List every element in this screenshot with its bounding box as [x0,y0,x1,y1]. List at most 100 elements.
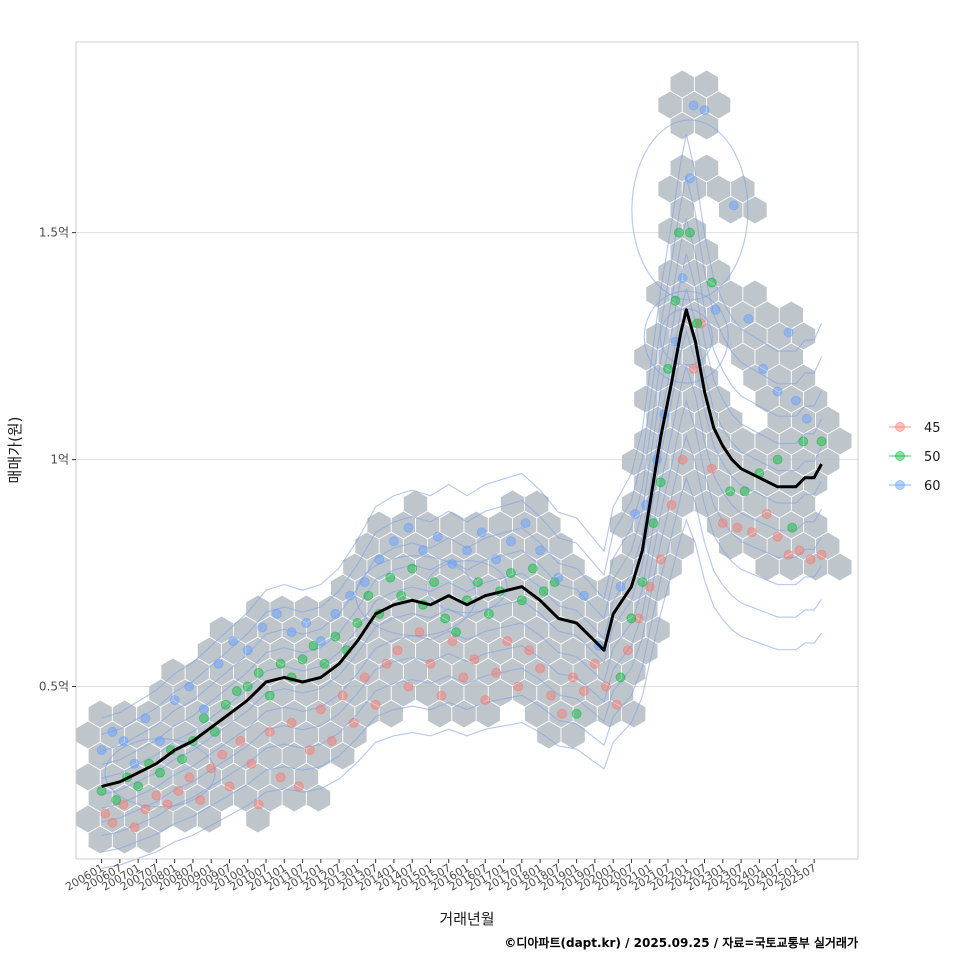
point-50 [798,436,809,447]
hex-bin [646,280,670,308]
caption: ©디아파트(dapt.kr) / 2025.09.25 / 자료=국토교통부 실… [504,935,858,950]
point-50 [516,595,527,606]
hex-bin [452,700,476,728]
point-50 [739,486,750,497]
hex-bin [197,637,222,665]
hex-bin [440,553,464,581]
hex-bin [537,721,561,749]
hex-bin [221,679,246,707]
hex-bin [197,679,222,707]
hex-bin [622,658,646,686]
point-60 [140,713,151,724]
hex-bin [234,616,258,644]
point-45 [611,699,622,710]
point-45 [162,799,173,810]
hex-bin [549,532,573,560]
point-45 [100,808,111,819]
point-60 [118,736,129,746]
hex-bin [367,679,391,707]
hex-bin [670,196,694,224]
point-50 [429,577,440,588]
hex-bin [112,700,137,728]
point-60 [242,645,253,656]
hex-bin [719,448,743,476]
hex-bin [197,721,222,749]
hex-bin [779,427,803,455]
point-50 [155,767,165,778]
point-50 [615,672,626,683]
hex-bin [149,679,173,707]
hex-bin [476,658,500,686]
hex-bin [682,385,706,413]
hex-bin [415,553,440,581]
point-45 [655,554,666,565]
hex-bin [367,553,391,581]
density-contour-ring [426,560,508,614]
hex-bin [88,826,112,854]
point-45 [436,690,447,701]
point-50 [396,590,407,601]
hex-bin [379,616,403,644]
hex-bin [246,637,270,665]
point-50 [385,572,396,583]
point-45 [414,627,425,638]
hex-bin [743,196,767,224]
point-45 [761,509,772,519]
point-45 [235,736,246,746]
point-45 [622,645,633,656]
hex-bin [488,679,512,707]
hex-bin [597,658,622,686]
point-45 [677,454,688,465]
point-45 [403,681,414,692]
density-contour [101,218,823,752]
hex-bin [76,805,100,833]
density-contour [101,176,823,736]
hex-bin [512,511,537,539]
point-45 [184,772,195,783]
legend-label: 50 [924,450,941,465]
hex-bin [306,742,331,770]
hex-bin [403,532,428,560]
point-45 [253,799,264,810]
point-60 [96,745,107,756]
hex-bin [646,574,670,602]
hex-bin [658,385,682,413]
hex-bin [185,658,209,686]
point-45 [783,549,794,560]
hex-bin [452,574,476,602]
hex-bin [706,469,731,497]
hex-bin [670,448,694,476]
point-45 [381,658,392,669]
point-45 [359,672,370,683]
point-50 [637,577,648,588]
hex-bin [428,700,452,728]
point-50 [706,277,717,288]
point-60 [374,554,385,565]
point-50 [319,658,330,669]
point-60 [728,200,739,211]
point-45 [568,672,578,683]
hex-bin [670,154,694,182]
point-45 [151,790,162,801]
point-50 [111,795,122,805]
point-50 [483,608,494,619]
hex-bin [234,742,258,770]
hex-bin [452,658,476,686]
point-60 [432,531,443,542]
point-50 [242,681,253,692]
hex-bin [343,637,367,665]
point-50 [275,658,286,669]
hex-bin [537,637,561,665]
hex-bin [731,175,755,203]
hex-bin [670,112,694,140]
hex-bin [573,700,597,728]
hex-bin [549,700,573,728]
point-45 [480,695,491,706]
hex-bin [100,721,125,749]
density-contour [101,518,822,869]
hex-bin [149,805,173,833]
hex-bin [537,679,561,707]
point-60 [772,386,783,397]
point-60 [107,726,118,737]
point-60 [535,545,546,556]
